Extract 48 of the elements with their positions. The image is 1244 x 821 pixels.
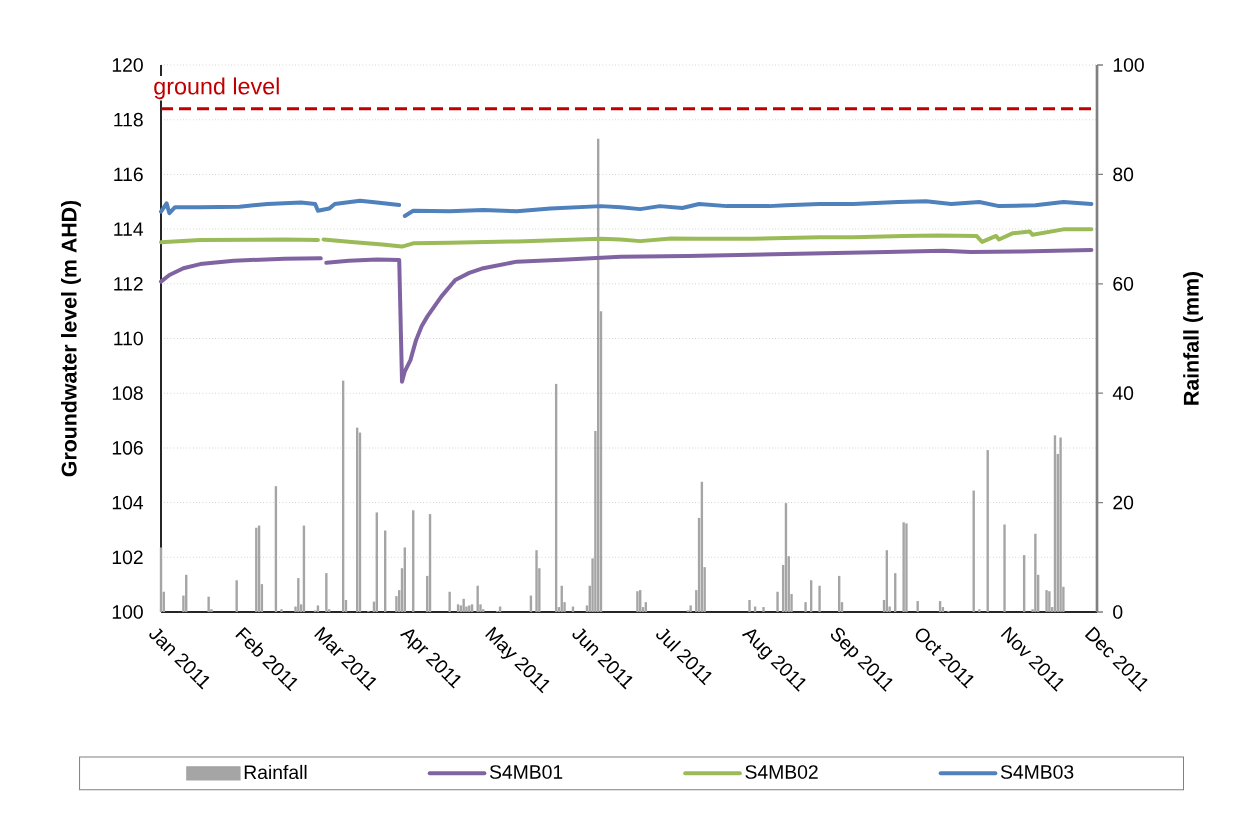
y2-axis-title: Rainfall (mm)	[1183, 272, 1204, 405]
bar	[1048, 591, 1051, 612]
legend-label: S4MB03	[1000, 765, 1074, 779]
ref-line-label: ground level	[154, 77, 279, 100]
y2-tick-label: 20	[1113, 495, 1134, 510]
y2-tick-label: 40	[1112, 386, 1134, 401]
bar	[1003, 524, 1006, 612]
y-tick-label: 116	[114, 167, 143, 182]
bar	[818, 585, 821, 612]
bar	[748, 599, 751, 612]
bar	[689, 605, 692, 612]
bar	[235, 580, 238, 612]
bar	[1059, 437, 1062, 612]
legend-label: S4MB02	[745, 765, 818, 779]
bar	[280, 609, 283, 612]
y-tick-label: 108	[112, 386, 143, 401]
bar	[905, 523, 908, 612]
bar	[978, 609, 981, 612]
bar	[762, 607, 765, 612]
y2-tick-label: 0	[1113, 605, 1123, 619]
y-tick-label: 120	[112, 58, 143, 72]
y-tick-label: 118	[114, 112, 143, 127]
y-tick-label: 106	[112, 441, 143, 455]
bar	[916, 601, 919, 612]
bar	[902, 522, 905, 612]
bar	[462, 598, 465, 612]
y-tick-label: 104	[112, 495, 144, 510]
bar	[804, 602, 807, 612]
bar	[448, 591, 451, 612]
y2-tick-label: 60	[1113, 276, 1134, 291]
y-tick-label: 114	[114, 222, 144, 236]
bar	[1034, 533, 1037, 612]
y-tick-label: 110	[114, 331, 143, 346]
bar	[325, 573, 328, 612]
y-tick-label: 112	[114, 277, 143, 291]
bar	[297, 578, 300, 612]
y-tick-label: 100	[112, 605, 143, 619]
y2-tick-label: 80	[1113, 167, 1134, 182]
y-tick-label: 102	[112, 550, 143, 565]
legend-label: S4MB01	[489, 765, 563, 779]
bar	[535, 550, 538, 612]
bar	[476, 585, 479, 612]
y2-tick-label: 100	[1113, 58, 1144, 72]
y-axis-title: Groundwater level (m AHD)	[61, 200, 81, 477]
bar	[776, 591, 779, 612]
bar	[1045, 590, 1048, 612]
bar	[207, 596, 210, 612]
legend-label: Rainfall	[244, 764, 307, 780]
